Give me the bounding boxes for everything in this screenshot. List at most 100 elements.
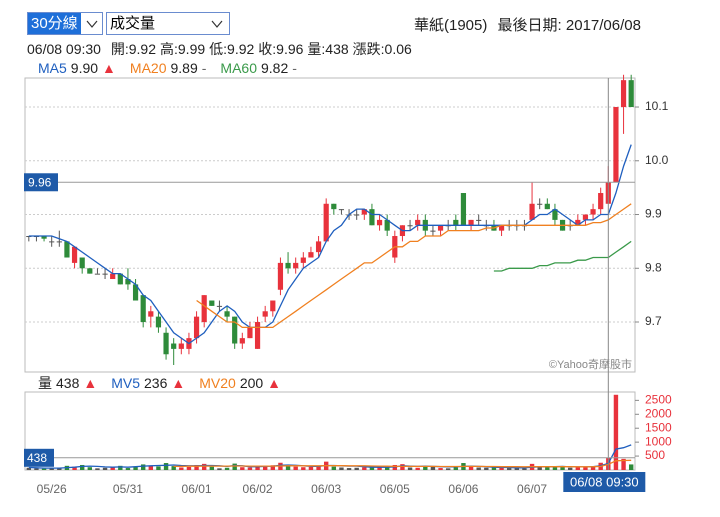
legend-value: 236 bbox=[144, 375, 168, 391]
legend-mark: - bbox=[292, 60, 297, 76]
header: 華紙(1905) 最後日期: 2017/06/08 bbox=[414, 14, 647, 35]
volume-bar bbox=[529, 463, 535, 470]
period-value: 30分線 bbox=[28, 13, 81, 34]
volume-bar bbox=[87, 467, 93, 470]
volume-bar bbox=[522, 468, 527, 470]
volume-bar bbox=[514, 467, 520, 470]
volume-bar bbox=[331, 466, 337, 470]
price-label-box bbox=[24, 173, 58, 192]
candle-body bbox=[186, 338, 192, 349]
candle-body bbox=[148, 311, 154, 317]
volume-bar bbox=[308, 466, 314, 470]
price-label: 9.96 bbox=[28, 175, 52, 189]
volume-bar bbox=[323, 461, 329, 470]
volume-legend: 量 438 ▲ MV5 236 ▲ MV20 200 ▲ bbox=[38, 373, 295, 393]
candle-body bbox=[598, 193, 604, 210]
volume-bar bbox=[133, 466, 138, 470]
volume-bar bbox=[567, 467, 573, 470]
legend-mark: - bbox=[201, 60, 207, 76]
y-tick-label: 9.8 bbox=[645, 260, 662, 274]
x-tick-label: 06/05 bbox=[380, 482, 410, 496]
candle-body bbox=[178, 343, 184, 349]
candle-body bbox=[56, 241, 62, 243]
candle-body bbox=[575, 219, 581, 226]
volume-bar bbox=[400, 464, 405, 470]
ma-line bbox=[493, 240, 632, 272]
candle-body bbox=[346, 214, 352, 216]
y-tick-label: 9.9 bbox=[645, 207, 662, 221]
candle-body bbox=[552, 209, 558, 220]
y-tick-label: 1500 bbox=[645, 420, 672, 434]
volume-bar bbox=[240, 467, 245, 470]
y-tick-label: 500 bbox=[645, 448, 665, 462]
volume-bar bbox=[499, 467, 504, 470]
candle-body bbox=[117, 273, 123, 285]
info-field: 開:9.92 bbox=[110, 41, 156, 57]
volume-bar bbox=[34, 468, 39, 470]
candle-body bbox=[132, 284, 139, 301]
volume-bar bbox=[415, 467, 420, 470]
volume-bar bbox=[285, 465, 291, 470]
volume-bar bbox=[560, 466, 565, 470]
candle-body bbox=[567, 225, 573, 227]
ma-line bbox=[28, 444, 632, 469]
volume-bar bbox=[453, 467, 459, 470]
volume-bar bbox=[362, 467, 367, 470]
candle-body bbox=[254, 322, 261, 349]
candle-body bbox=[422, 219, 428, 231]
volume-bar bbox=[247, 467, 253, 470]
volume-bar bbox=[64, 465, 70, 470]
volume-bar bbox=[537, 466, 542, 470]
volume-bar bbox=[102, 467, 108, 470]
volume-bar bbox=[583, 467, 588, 470]
candle-body bbox=[407, 225, 413, 227]
y-tick-label: 9.7 bbox=[645, 314, 662, 328]
candle-body bbox=[224, 311, 230, 317]
period-select[interactable]: 30分線 bbox=[27, 12, 103, 35]
volume-bar bbox=[301, 467, 306, 470]
legend-name: MA60 bbox=[220, 60, 257, 76]
candle-body bbox=[87, 268, 93, 274]
candle-body bbox=[384, 219, 390, 231]
candle-body bbox=[41, 236, 47, 239]
candle-body bbox=[262, 311, 268, 317]
info-field: 收:9.96 bbox=[258, 41, 304, 57]
volume-bar bbox=[125, 468, 131, 470]
candle-body bbox=[491, 225, 497, 231]
volume-bar bbox=[506, 468, 512, 470]
candle-body bbox=[430, 230, 436, 232]
candle-body bbox=[628, 80, 634, 108]
volume-bar bbox=[606, 457, 611, 470]
candle-body bbox=[437, 225, 444, 231]
volume-bar bbox=[484, 467, 489, 470]
volume-bar bbox=[613, 394, 619, 470]
volume-bar bbox=[79, 464, 85, 470]
legend-value: 200 bbox=[239, 375, 264, 391]
candle-body bbox=[537, 203, 543, 205]
candle-body bbox=[209, 300, 215, 306]
price-legend: MA5 9.90 ▲ MA20 9.89- MA60 9.82- bbox=[38, 60, 311, 76]
x-tick-label: 05/31 bbox=[113, 482, 143, 496]
candle-body bbox=[354, 214, 360, 216]
candle-body bbox=[140, 295, 146, 323]
candle-body bbox=[94, 273, 101, 275]
volume-bar bbox=[423, 466, 428, 470]
x-tick-label: 06/03 bbox=[311, 482, 341, 496]
volume-bar bbox=[575, 467, 581, 470]
volume-bar bbox=[72, 466, 77, 470]
candle-body bbox=[506, 225, 512, 227]
legend-name: 量 bbox=[38, 375, 52, 391]
legend-value: 438 bbox=[56, 375, 80, 391]
volume-bar bbox=[354, 467, 359, 470]
candle-body bbox=[71, 246, 78, 263]
volume-bar bbox=[224, 467, 230, 470]
indicator-select[interactable]: 成交量 bbox=[106, 12, 230, 35]
volume-bar bbox=[545, 467, 550, 470]
candle-body bbox=[33, 236, 40, 238]
candle-body bbox=[216, 305, 223, 307]
info-field: 低:9.92 bbox=[209, 41, 255, 57]
y-tick-label: 10.0 bbox=[645, 153, 669, 167]
candle-body bbox=[514, 225, 520, 227]
candle-body bbox=[315, 241, 322, 253]
candle-body bbox=[331, 203, 337, 210]
